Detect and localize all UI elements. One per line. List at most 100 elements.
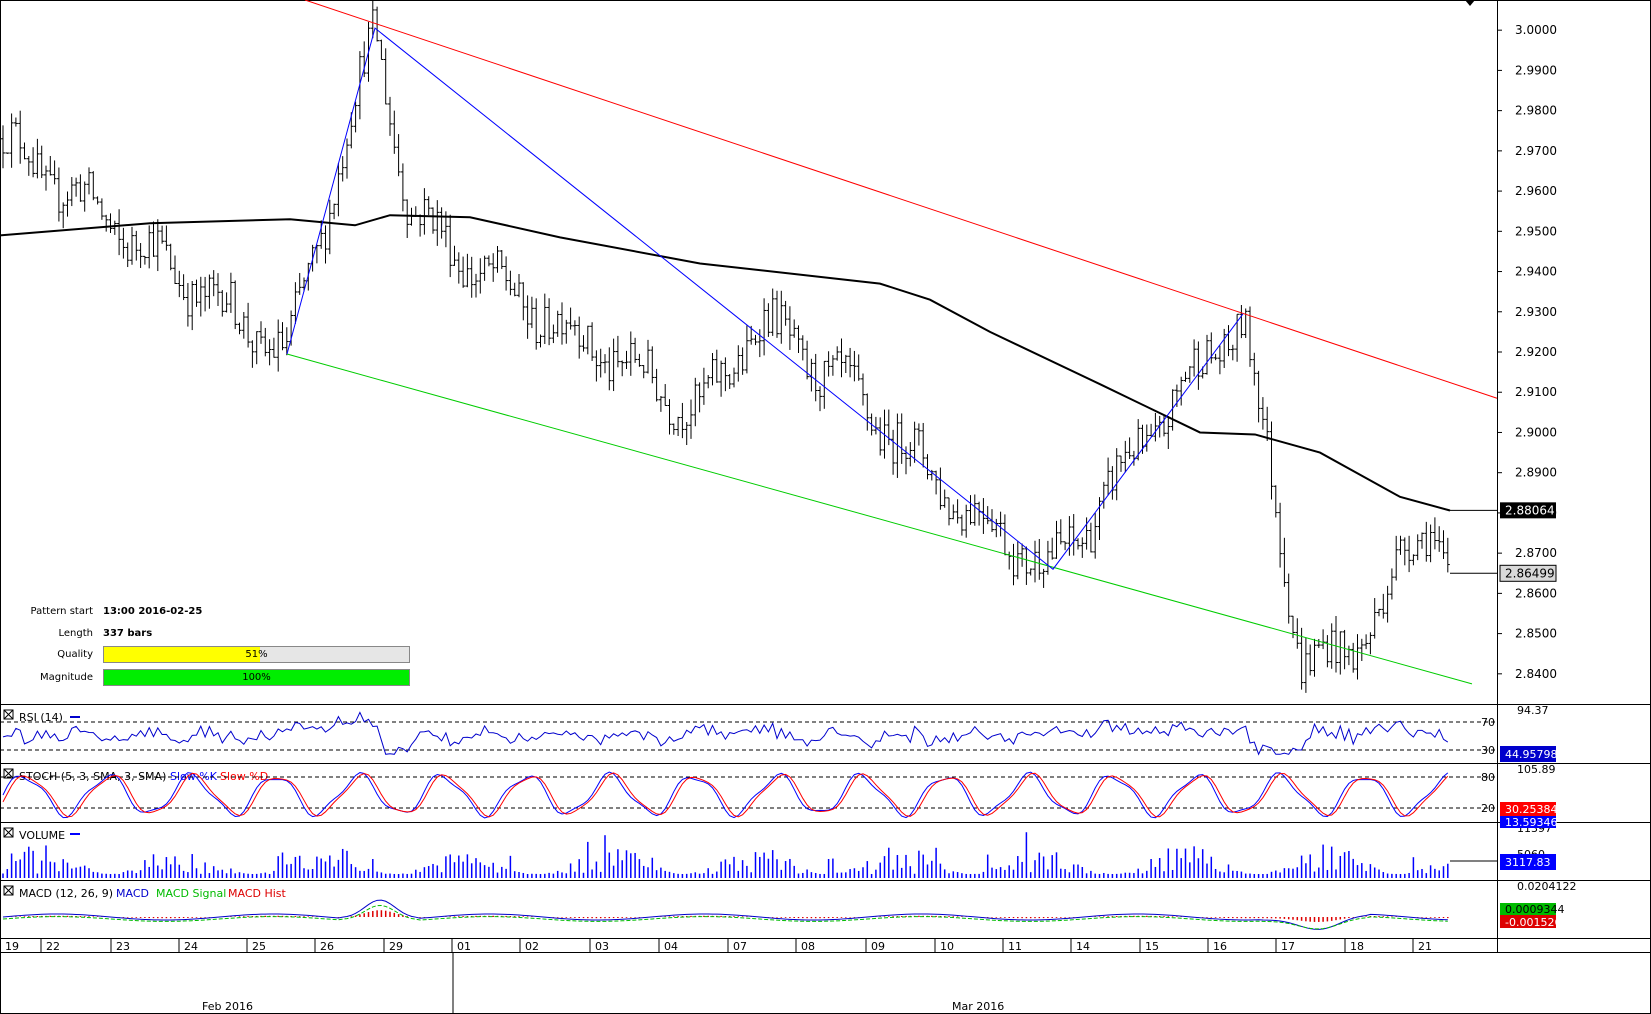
ohlc-bar [1243, 308, 1248, 338]
ohlc-bar [1127, 437, 1132, 460]
day-label: 02 [525, 940, 539, 953]
ohlc-bar [388, 96, 392, 136]
ohlc-bar [925, 454, 930, 480]
rsi-title: RSI (14) [19, 711, 63, 724]
ohlc-bar [280, 322, 285, 351]
ohlc-bar [693, 377, 698, 427]
ohlc-bar [396, 134, 401, 177]
ohlc-bar [1033, 540, 1037, 583]
ohlc-bar [117, 209, 122, 256]
ohlc-bar [435, 200, 440, 246]
ohlc-bar [13, 117, 18, 127]
indicator-scale-top: 94.37 [1517, 704, 1549, 717]
ohlc-bar [1424, 521, 1429, 562]
ohlc-bar [1256, 370, 1261, 423]
price-tick-label: 3.0000 [1515, 23, 1557, 37]
ohlc-bar [981, 498, 986, 534]
ohlc-bar [190, 280, 195, 331]
ohlc-bar [624, 350, 629, 369]
ohlc-bar [1028, 568, 1033, 576]
ohlc-bar [254, 331, 259, 365]
day-label: 18 [1350, 940, 1364, 953]
ohlc-bar [1278, 502, 1283, 568]
ohlc-bar [263, 327, 268, 357]
ohlc-bar [641, 365, 646, 379]
ohlc-bar [512, 282, 517, 297]
ohlc-bar [994, 518, 999, 538]
ohlc-bar [615, 335, 620, 368]
ohlc-bar [138, 243, 143, 268]
ohlc-bar [35, 138, 40, 179]
ohlc-bar [529, 296, 534, 329]
ohlc-bar [1123, 440, 1128, 473]
ohlc-bar [1273, 485, 1278, 518]
ohlc-bar [1269, 421, 1274, 500]
ohlc-bar [560, 302, 564, 345]
ohlc-bar [908, 442, 913, 467]
price-bars [1, 0, 1450, 693]
ohlc-bar [1050, 537, 1055, 560]
volume-value-box [1500, 854, 1556, 870]
ohlc-bar [547, 298, 552, 346]
ohlc-bar [590, 322, 595, 361]
ohlc-bar [332, 203, 337, 220]
stoch-k-legend: Slow %K [170, 770, 218, 783]
ohlc-bar [469, 256, 474, 298]
ma-price-box [1500, 502, 1556, 519]
quality-value: 51% [245, 649, 268, 660]
ohlc-bar [658, 395, 663, 412]
ohlc-bar [779, 290, 784, 344]
day-label: 17 [1281, 940, 1295, 953]
ohlc-bar [1187, 366, 1192, 383]
ohlc-bar [1411, 554, 1416, 566]
ohlc-bar [1355, 634, 1360, 680]
ohlc-bar [1217, 345, 1222, 375]
ohlc-bar [293, 282, 298, 324]
ohlc-bar [1063, 541, 1068, 551]
ohlc-bar [1097, 497, 1102, 540]
ohlc-bar [1260, 397, 1265, 430]
price-tick-label: 2.9400 [1515, 265, 1557, 279]
quality-label: Quality [57, 649, 93, 660]
ohlc-bar [938, 467, 943, 510]
ohlc-bar [1196, 341, 1201, 390]
ohlc-bar [929, 469, 934, 481]
ohlc-bar [216, 273, 220, 306]
ohlc-bar [680, 402, 685, 439]
ohlc-bar [1359, 638, 1364, 662]
ohlc-bar [173, 255, 177, 284]
ohlc-bar [1329, 623, 1334, 669]
month-label-feb: Feb 2016 [202, 1000, 253, 1013]
ohlc-bar [1011, 543, 1016, 586]
ohlc-bar [654, 368, 659, 402]
ohlc-bar [1076, 538, 1080, 550]
day-label: 07 [733, 940, 747, 953]
stoch-value-label: 30.25384 [1505, 803, 1558, 816]
ohlc-bar [577, 316, 582, 359]
price-tick-label: 2.9800 [1515, 104, 1557, 118]
ohlc-bar [370, 0, 375, 39]
ohlc-bar [1445, 537, 1450, 573]
ohlc-bar [594, 350, 599, 382]
ohlc-bar [392, 110, 397, 154]
ohlc-bar [1286, 573, 1291, 624]
ohlc-bar [48, 155, 53, 176]
ohlc-bar [478, 258, 483, 294]
ohlc-bar [1282, 537, 1287, 587]
ohlc-bar [1230, 344, 1235, 361]
ohlc-bar [985, 506, 990, 525]
ohlc-bar [646, 339, 650, 374]
ohlc-bar [1389, 568, 1394, 600]
ohlc-bar [732, 367, 736, 388]
ohlc-bar [852, 350, 857, 382]
price-tick-label: 2.9700 [1515, 144, 1557, 158]
ohlc-bar [31, 147, 36, 178]
ohlc-bar [400, 163, 405, 212]
day-label: 10 [940, 940, 954, 953]
rsi-level-30-label: 30 [1481, 744, 1495, 757]
ohlc-bar [439, 207, 444, 239]
macd-value-box-2 [1500, 915, 1556, 928]
ohlc-bar [1377, 608, 1381, 617]
ohlc-bar [491, 253, 496, 282]
indicator-scale-top: 105.89 [1517, 763, 1556, 776]
